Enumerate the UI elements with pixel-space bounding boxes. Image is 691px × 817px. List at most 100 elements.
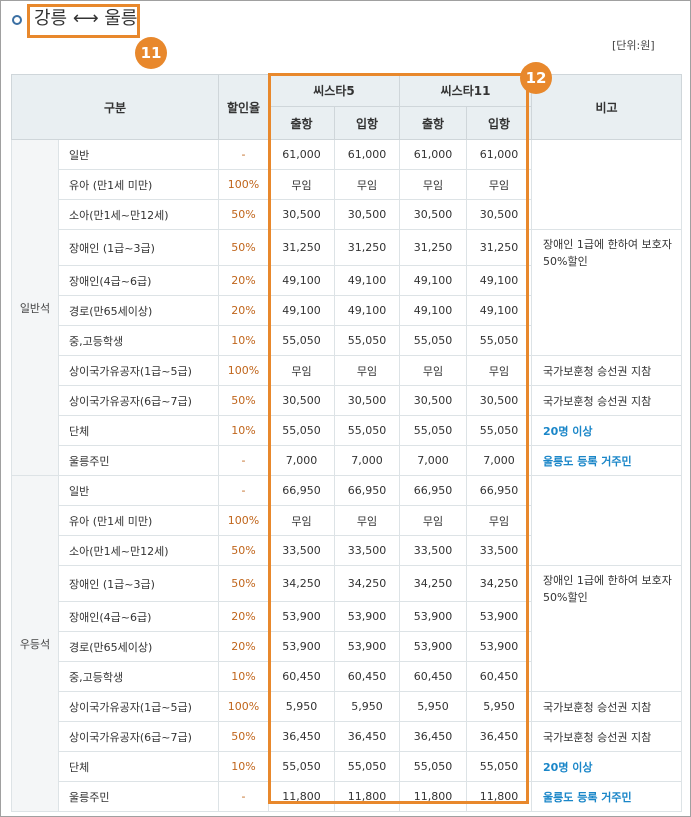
header-arrive: 입항	[466, 106, 533, 140]
note-cell-empty	[531, 139, 683, 230]
fare-category: 일반	[58, 139, 219, 170]
fare-category: 장애인(4급~6급)	[58, 601, 219, 632]
fare-value: 53,900	[466, 631, 533, 662]
fare-value: 55,050	[399, 751, 468, 782]
table-row: 상이국가유공자(1급~5급) 100% 무임 무임 무임 무임 국가보훈청 승선권 지참	[12, 355, 683, 386]
fare-value: 49,100	[399, 265, 468, 296]
fare-value: 30,500	[333, 199, 401, 230]
fare-value: 36,450	[268, 721, 335, 752]
fare-category: 유아 (만1세 미만)	[58, 505, 219, 536]
discount-rate: 20%	[218, 631, 269, 662]
header-depart: 출항	[268, 106, 335, 140]
seat-class-label: 우등석	[11, 475, 59, 812]
discount-rate: 20%	[218, 295, 269, 326]
fare-table: 구분 할인율 씨스타5 씨스타11 비고 출항 입항 출항 입항 일반석 일반 -6…	[11, 74, 683, 812]
header-category: 구분	[11, 74, 219, 140]
fare-value: 33,500	[466, 535, 533, 566]
fare-value: 31,250	[399, 229, 468, 266]
header-note: 비고	[531, 74, 683, 140]
fare-value: 66,950	[333, 475, 401, 506]
fare-value: 30,500	[268, 385, 335, 416]
fare-value: 무임	[268, 355, 335, 386]
discount-rate: 50%	[218, 385, 269, 416]
fare-value: 34,250	[466, 565, 533, 602]
fare-value: 30,500	[466, 385, 533, 416]
fare-value: 60,450	[399, 661, 468, 692]
table-row: 장애인 (1급~3급) 50% 31,250 31,250 31,250 31,250 장애…	[12, 229, 683, 356]
note-group: 20명 이상	[531, 751, 683, 782]
discount-rate: 20%	[218, 265, 269, 296]
header-depart: 출항	[399, 106, 468, 140]
fare-value: 34,250	[399, 565, 468, 602]
fare-value: 66,950	[466, 475, 533, 506]
discount-rate: 10%	[218, 751, 269, 782]
note-resident: 울릉도 등록 거주민	[531, 781, 683, 812]
fare-value: 7,000	[268, 445, 335, 476]
note-veteran1: 국가보훈청 승선권 지참	[531, 355, 683, 386]
table-row: 장애인(4급~6급) 20% 49,100 49,100 49,100 49,100	[12, 265, 682, 296]
fare-value: 11,800	[268, 781, 335, 812]
discount-rate: 50%	[218, 199, 269, 230]
table-row: 상이국가유공자(6급~7급) 50% 30,500 30,500 30,500 30,50…	[12, 385, 683, 416]
fare-category: 상이국가유공자(6급~7급)	[58, 385, 219, 416]
fare-category: 유아 (만1세 미만)	[58, 169, 219, 200]
fare-value: 33,500	[268, 535, 335, 566]
table-row: 상이국가유공자(1급~5급) 100% 5,950 5,950 5,950 5,950 국가…	[12, 691, 683, 722]
fare-value: 36,450	[399, 721, 468, 752]
fare-value: 55,050	[399, 415, 468, 446]
fare-value: 49,100	[268, 265, 335, 296]
table-row: 경로(만65세이상) 20% 49,100 49,100 49,100 49,100	[12, 295, 682, 326]
fare-value: 무임	[399, 355, 468, 386]
discount-rate: 50%	[218, 565, 269, 602]
note-resident: 울릉도 등록 거주민	[531, 445, 683, 476]
bullet-icon	[12, 15, 22, 25]
discount-rate: 10%	[218, 661, 269, 692]
fare-value: 61,000	[466, 139, 533, 170]
table-row: 상이국가유공자(6급~7급) 50% 36,450 36,450 36,450 36,45…	[12, 721, 683, 752]
fare-value: 66,950	[399, 475, 468, 506]
table-row: 장애인 (1급~3급) 50% 34,250 34,250 34,250 34,250 장애…	[12, 565, 683, 692]
fare-value: 53,900	[399, 601, 468, 632]
fare-category: 장애인(4급~6급)	[58, 265, 219, 296]
table-row: 유아 (만1세 미만) 100% 무임 무임 무임 무임	[12, 169, 682, 200]
table-row: 유아 (만1세 미만) 100% 무임 무임 무임 무임	[12, 505, 682, 536]
fare-value: 30,500	[268, 199, 335, 230]
fare-table-body: 일반석 일반 -61,000 61,000 61,000 61,000 유아 (만1세 미만…	[11, 139, 683, 812]
fare-value: 49,100	[333, 265, 401, 296]
fare-value: 5,950	[399, 691, 468, 722]
header-rate: 할인율	[218, 74, 269, 140]
note-veteran2: 국가보훈청 승선권 지참	[531, 721, 683, 752]
discount-rate: -	[218, 139, 269, 170]
fare-value: 11,800	[466, 781, 533, 812]
fare-value: 30,500	[466, 199, 533, 230]
annotation-badge-12: 12	[520, 62, 552, 94]
header-ship-seastar11: 씨스타11	[399, 74, 533, 107]
fare-category: 소아(만1세~만12세)	[58, 535, 219, 566]
discount-rate: 10%	[218, 415, 269, 446]
note-disabled-guardian: 장애인 1급에 한하여 보호자 50%할인	[531, 229, 683, 356]
fare-value: 30,500	[399, 199, 468, 230]
fare-value: 5,950	[466, 691, 533, 722]
fare-value: 33,500	[333, 535, 401, 566]
note-veteran2: 국가보훈청 승선권 지참	[531, 385, 683, 416]
fare-value: 무임	[466, 355, 533, 386]
fare-value: 30,500	[333, 385, 401, 416]
fare-value: 31,250	[268, 229, 335, 266]
discount-rate: -	[218, 781, 269, 812]
table-row: 우등석 일반 -66,950 66,950 66,950 66,950	[11, 475, 683, 812]
fare-category: 장애인 (1급~3급)	[58, 565, 219, 602]
table-row: 중,고등학생 10% 60,450 60,450 60,450 60,450	[12, 661, 682, 692]
table-row: 경로(만65세이상) 20% 53,900 53,900 53,900 53,900	[12, 631, 682, 662]
fare-value: 34,250	[268, 565, 335, 602]
fare-category: 단체	[58, 415, 219, 446]
fare-value: 31,250	[466, 229, 533, 266]
discount-rate: 100%	[218, 505, 269, 536]
table-row: 소아(만1세~만12세) 50% 33,500 33,500 33,500 33,500	[12, 535, 682, 566]
discount-rate: 50%	[218, 535, 269, 566]
fare-category: 중,고등학생	[58, 325, 219, 356]
fare-category: 소아(만1세~만12세)	[58, 199, 219, 230]
fare-value: 5,950	[333, 691, 401, 722]
fare-category: 울릉주민	[58, 445, 219, 476]
table-row: 울릉주민 -7,000 7,000 7,000 7,000 울릉도 등록 거주민	[12, 445, 683, 476]
fare-value: 31,250	[333, 229, 401, 266]
